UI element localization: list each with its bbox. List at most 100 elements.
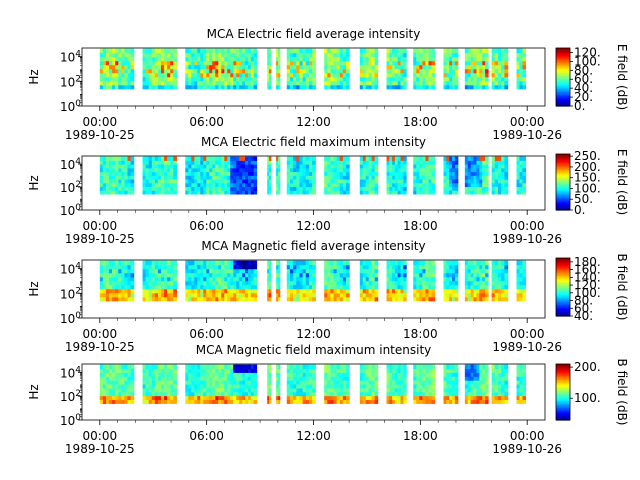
- spectrogram-cell: [519, 376, 524, 381]
- spectrogram-cell: [368, 383, 373, 389]
- spectrogram-cell: [339, 272, 344, 278]
- spectrogram-cell: [286, 276, 291, 282]
- spectrogram-cell: [296, 260, 301, 266]
- spectrogram-cell: [239, 175, 243, 180]
- spectrogram-cell: [224, 260, 228, 266]
- spectrogram-cell: [467, 368, 472, 373]
- spectrogram-cell: [449, 276, 453, 282]
- spectrogram-cell: [374, 80, 379, 86]
- spectrogram-cell: [482, 175, 486, 180]
- spectrogram-cell: [148, 383, 153, 389]
- spectrogram-cell: [327, 56, 332, 62]
- spectrogram-cell: [293, 268, 297, 274]
- spectrogram-cell: [197, 276, 201, 282]
- spectrogram-cell: [112, 160, 116, 165]
- spectrogram-cell: [221, 380, 225, 385]
- spectrogram-cell: [286, 60, 291, 66]
- spectrogram-cell: [330, 395, 335, 401]
- spectrogram-cell: [102, 52, 107, 58]
- data-interval: [386, 48, 407, 90]
- spectrogram-cell: [389, 260, 393, 266]
- spectrogram-cell: [164, 276, 168, 282]
- spectrogram-cell: [148, 48, 153, 54]
- spectrogram-cell: [112, 156, 116, 161]
- spectrogram-cell: [227, 292, 231, 298]
- spectrogram-cell: [105, 364, 110, 370]
- spectrogram-cell: [221, 288, 225, 294]
- spectrogram-cell: [164, 284, 168, 290]
- spectrogram-cell: [247, 399, 252, 404]
- spectrogram-cell: [397, 380, 402, 385]
- spectrogram-cell: [473, 364, 478, 370]
- spectrogram-cell: [403, 167, 407, 173]
- spectrogram-cell: [173, 84, 177, 90]
- spectrogram-cell: [99, 276, 104, 282]
- spectrogram-cell: [239, 84, 243, 90]
- spectrogram-cell: [218, 296, 222, 302]
- data-interval: [359, 48, 379, 90]
- spectrogram-cell: [327, 383, 332, 389]
- spectrogram-cell: [464, 84, 469, 90]
- spectrogram-cell: [342, 80, 347, 86]
- spectrogram-cell: [105, 182, 110, 188]
- spectrogram-cell: [200, 383, 204, 389]
- spectrogram-cell: [209, 182, 213, 188]
- data-interval: [99, 48, 135, 90]
- colorbar-tick-label: 120.: [574, 278, 601, 292]
- spectrogram-cell: [519, 64, 524, 70]
- spectrogram-cell: [242, 60, 246, 66]
- spectrogram-cell: [305, 84, 310, 90]
- spectrogram-cell: [419, 376, 423, 381]
- spectrogram-cell: [250, 164, 255, 169]
- spectrogram-cell: [464, 167, 469, 173]
- spectrogram-cell: [428, 399, 433, 404]
- spectrogram-cell: [142, 167, 147, 173]
- spectrogram-cell: [215, 56, 219, 62]
- spectrogram-cell: [312, 52, 316, 58]
- spectrogram-cell: [365, 186, 370, 191]
- spectrogram-cell: [392, 52, 396, 58]
- spectrogram-cell: [467, 276, 472, 282]
- spectrogram-cell: [296, 296, 301, 302]
- spectrogram-cell: [342, 60, 347, 66]
- spectrogram-cell: [296, 399, 301, 404]
- spectrogram-cell: [115, 156, 119, 161]
- spectrogram-cell: [191, 160, 195, 165]
- spectrogram-cell: [115, 395, 119, 401]
- spectrogram-cell: [276, 260, 279, 266]
- spectrogram-cell: [494, 167, 499, 173]
- spectrogram-cell: [212, 56, 216, 62]
- spectrogram-cell: [121, 372, 126, 377]
- spectrogram-cell: [482, 178, 486, 184]
- spectrogram-cell: [497, 268, 502, 274]
- spectrogram-cell: [293, 76, 297, 82]
- spectrogram-cell: [99, 284, 104, 290]
- spectrogram-cell: [286, 280, 291, 286]
- spectrogram-cell: [99, 387, 104, 393]
- spectrogram-cell: [188, 260, 192, 266]
- spectrogram-cell: [224, 380, 228, 385]
- spectrogram-cell: [443, 391, 447, 397]
- spectrogram-cell: [389, 175, 393, 180]
- spectrogram-cell: [416, 260, 420, 266]
- spectrogram-cell: [425, 284, 430, 290]
- spectrogram-cell: [428, 368, 433, 373]
- spectrogram-cell: [250, 395, 255, 401]
- spectrogram-cell: [185, 391, 189, 397]
- colorbar-tick-label: 100.: [574, 286, 601, 300]
- spectrogram-cell: [233, 76, 237, 82]
- spectrogram-cell: [330, 387, 335, 393]
- spectrogram-cell: [491, 76, 496, 82]
- spectrogram-cell: [394, 260, 399, 266]
- spectrogram-cell: [276, 272, 279, 278]
- spectrogram-cell: [227, 280, 231, 286]
- spectrogram-cell: [118, 364, 122, 370]
- spectrogram-cell: [467, 376, 472, 381]
- spectrogram-cell: [413, 164, 417, 169]
- spectrogram-cell: [209, 260, 213, 266]
- spectrogram-cell: [197, 178, 201, 184]
- colorbar-step: [556, 103, 570, 106]
- spectrogram-cell: [227, 182, 231, 188]
- spectrogram-cell: [230, 76, 234, 82]
- x-tick-label: 06:00: [189, 429, 224, 443]
